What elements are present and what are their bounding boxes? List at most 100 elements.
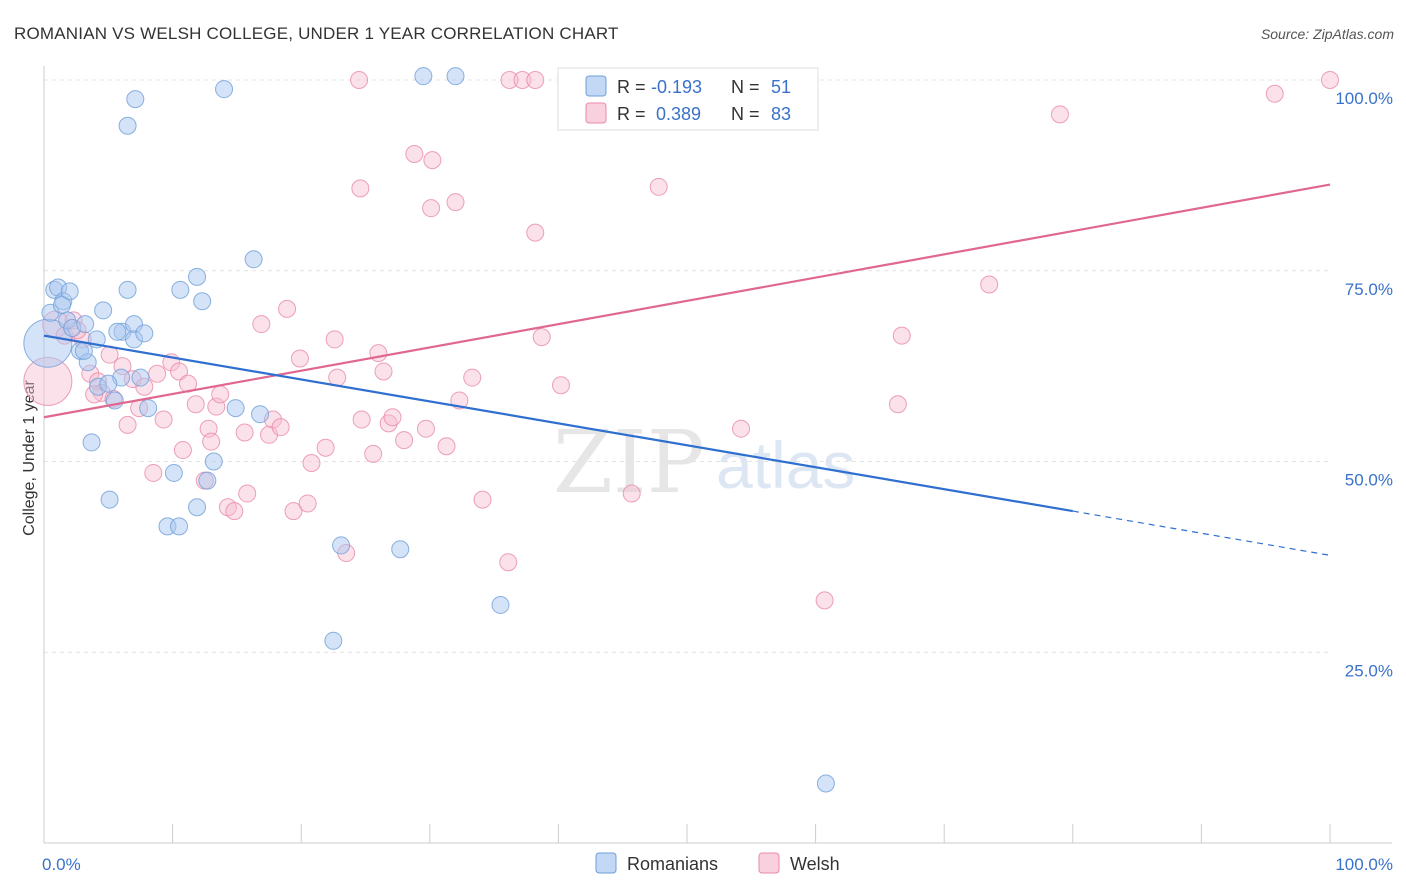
welsh-point	[148, 364, 167, 383]
welsh-point	[352, 410, 371, 429]
welsh-point	[463, 368, 482, 387]
welsh-point	[351, 179, 370, 198]
trend-lines	[43, 183, 1331, 556]
welsh-point	[405, 145, 424, 164]
romanian-point	[251, 405, 270, 424]
y-tick-label: 50.0%	[1345, 471, 1393, 490]
welsh-trend-line	[43, 183, 1331, 419]
stats-swatch-romanians	[585, 75, 607, 97]
x-tick-label: 0.0%	[42, 855, 81, 874]
welsh-point	[526, 223, 545, 242]
welsh-point	[500, 71, 519, 89]
romanian-point	[188, 498, 207, 517]
romanian-point	[100, 490, 119, 509]
romanian-point	[74, 341, 93, 360]
legend-swatch-romanians	[595, 852, 617, 874]
x-tick-label: 100.0%	[1335, 855, 1393, 874]
romanian-points	[23, 67, 835, 793]
romanian-point	[170, 517, 189, 536]
romanian-point	[131, 368, 150, 387]
axes	[43, 66, 1392, 844]
romanian-point	[76, 315, 95, 334]
romanian-point	[332, 536, 351, 555]
welsh-point	[202, 432, 221, 451]
romanian-point	[226, 399, 245, 418]
welsh-point	[649, 177, 668, 196]
welsh-point	[364, 444, 383, 463]
welsh-point	[290, 349, 309, 368]
romanian-point	[126, 90, 145, 109]
romanian-point	[164, 463, 183, 482]
romanian-point	[324, 631, 343, 650]
romanian-point	[414, 67, 433, 86]
legend-label-romanians: Romanians	[627, 854, 718, 874]
romanians-trend-line	[43, 334, 1073, 513]
series-legend: Romanians Welsh	[595, 852, 840, 874]
romanians-trend-extension	[1072, 510, 1331, 556]
welsh-point	[369, 344, 388, 363]
welsh-point	[302, 454, 321, 473]
watermark: ZIP atlas	[553, 413, 855, 513]
welsh-point	[186, 395, 205, 414]
welsh-point	[271, 418, 290, 437]
welsh-point	[499, 553, 518, 572]
welsh-points	[23, 71, 1339, 610]
welsh-point	[815, 591, 834, 610]
romanian-point	[139, 399, 158, 418]
grid	[44, 79, 1330, 653]
stats-legend: R = -0.193 N = 51 R = 0.389 N = 83	[557, 67, 819, 131]
welsh-point	[211, 385, 230, 404]
romanian-point	[118, 280, 137, 299]
welsh-point	[892, 326, 911, 345]
welsh-point	[473, 490, 492, 509]
welsh-point	[225, 502, 244, 521]
y-tick-label: 100.0%	[1335, 89, 1393, 108]
welsh-point	[118, 415, 137, 434]
welsh-point	[252, 315, 271, 334]
welsh-point	[437, 437, 456, 456]
romanian-point	[99, 374, 118, 393]
romanian-point	[108, 322, 127, 341]
welsh-point	[423, 151, 442, 170]
welsh-point	[298, 494, 317, 513]
romanian-point	[215, 80, 234, 99]
welsh-point	[888, 395, 907, 414]
y-tick-label: 25.0%	[1345, 661, 1393, 680]
welsh-point	[350, 71, 369, 89]
legend-swatch-welsh	[758, 852, 780, 874]
stats-swatch-welsh	[585, 102, 607, 124]
stats-n-label: N =	[731, 104, 760, 124]
stats-r-label: R =	[617, 104, 646, 124]
romanian-point	[188, 267, 207, 286]
legend-label-welsh: Welsh	[790, 854, 840, 874]
romanian-point	[53, 296, 72, 315]
romanian-point	[82, 433, 101, 452]
romanian-point	[204, 452, 223, 471]
welsh-point	[513, 71, 532, 89]
romanian-point	[446, 67, 465, 86]
welsh-point	[622, 484, 641, 503]
welsh-point	[446, 193, 465, 212]
welsh-point	[383, 408, 402, 427]
welsh-point	[170, 362, 189, 381]
welsh-point	[416, 419, 435, 438]
welsh-point	[374, 362, 393, 381]
welsh-point	[284, 502, 303, 521]
welsh-point	[154, 410, 173, 429]
welsh-point	[207, 397, 226, 416]
romanian-point	[171, 280, 190, 299]
welsh-point	[278, 299, 297, 318]
welsh-point	[316, 438, 335, 457]
welsh-point	[422, 199, 441, 218]
romanian-point	[491, 595, 510, 614]
romanian-point	[118, 116, 137, 135]
x-tick-labels: 0.0% 100.0%	[42, 855, 1393, 874]
stats-r-label: R =	[617, 77, 646, 97]
welsh-point	[1050, 105, 1069, 124]
welsh-point	[532, 328, 551, 347]
stats-n-value: 83	[771, 104, 791, 124]
chart-title: ROMANIAN VS WELSH COLLEGE, UNDER 1 YEAR …	[14, 24, 619, 43]
watermark-atlas: atlas	[716, 428, 855, 502]
romanian-point	[94, 301, 113, 320]
